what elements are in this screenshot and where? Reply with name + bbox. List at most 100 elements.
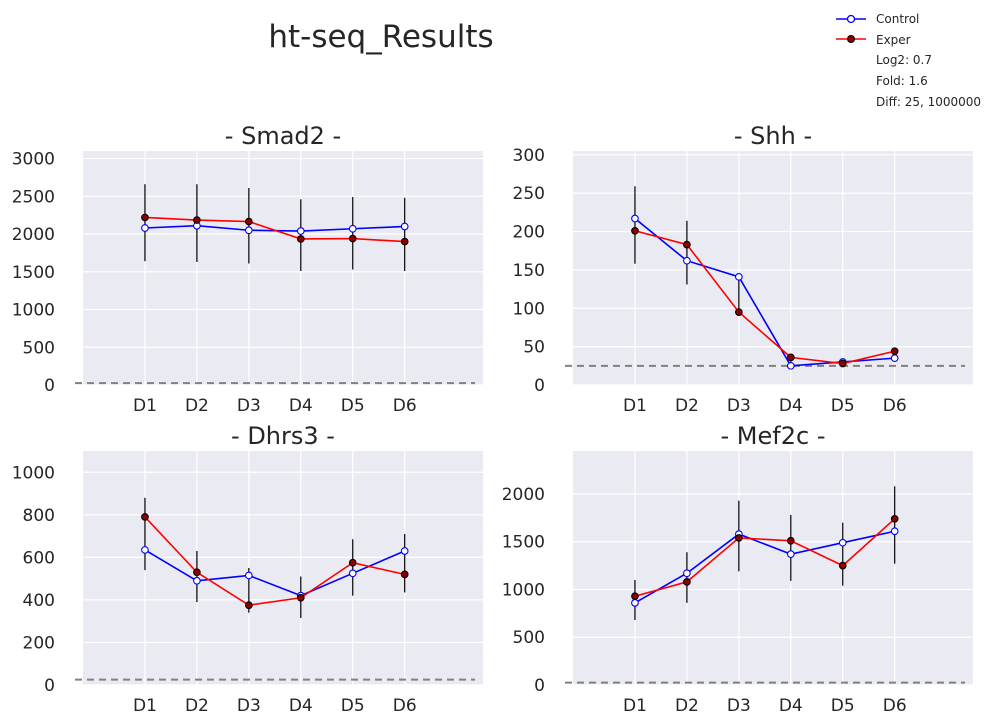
data-point-exper: [193, 216, 201, 224]
data-point-control: [141, 546, 149, 554]
x-tick-label: D4: [779, 396, 803, 416]
data-point-control: [244, 226, 253, 235]
data-point-control: [786, 550, 795, 559]
y-tick-label: 1500: [12, 263, 55, 283]
y-tick-label: 0: [44, 376, 55, 396]
data-point-exper: [193, 568, 201, 577]
data-point-exper: [683, 577, 691, 586]
y-tick-label: 50: [523, 338, 545, 358]
x-tick-label: D3: [727, 396, 751, 416]
data-point-control: [400, 547, 409, 555]
data-point-control: [734, 272, 743, 281]
x-tick-label: D1: [623, 696, 647, 716]
x-tick-label: D5: [831, 396, 855, 416]
data-point-exper: [734, 534, 743, 542]
x-tick-label: D4: [289, 696, 313, 716]
panel-mef2c: - Mef2c - 0 500 1000 1500 2000 D1 D2 D3 D4 D5 D6: [502, 422, 973, 716]
series-line-exper: [634, 230, 895, 365]
plot-area: [573, 451, 973, 685]
x-tick-label: D2: [675, 396, 699, 416]
data-point-exper: [734, 308, 743, 316]
legend-marker-control: [846, 14, 856, 24]
y-tick-label: 2000: [12, 225, 55, 245]
legend-marker-exper: [847, 35, 855, 43]
data-point-control: [631, 214, 639, 223]
panel-title: - Mef2c -: [721, 422, 826, 450]
data-point-exper: [683, 240, 691, 249]
y-tick-label: 3000: [12, 150, 55, 170]
data-point-exper: [631, 226, 639, 235]
data-point-exper: [141, 513, 149, 521]
data-point-control: [348, 224, 357, 233]
x-tick-label: D5: [341, 696, 365, 716]
data-point-exper: [838, 561, 847, 570]
y-tick-label: 2000: [502, 485, 545, 505]
y-tick-label: 300: [513, 146, 545, 166]
x-tick-label: D1: [623, 396, 647, 416]
legend-note-fold: Fold: 1.6: [876, 74, 928, 88]
x-tick-label: D6: [883, 696, 907, 716]
data-point-exper: [890, 347, 899, 356]
x-tick-label: D1: [133, 696, 157, 716]
data-point-exper: [296, 593, 305, 602]
x-tick-label: D2: [185, 396, 209, 416]
x-tick-label: D6: [883, 396, 907, 416]
data-point-control: [890, 527, 899, 536]
data-point-control: [838, 538, 847, 547]
x-tick-label: D4: [779, 696, 803, 716]
data-point-control: [683, 256, 691, 265]
y-tick-label: 500: [513, 628, 545, 648]
panel-title: - Dhrs3 -: [231, 422, 335, 450]
series-line-control: [634, 530, 895, 604]
series-line-exper: [634, 518, 896, 597]
data-point-control: [683, 569, 691, 578]
y-tick-label: 1000: [12, 463, 55, 483]
y-tick-label: 400: [23, 591, 55, 611]
y-tick-label: 800: [23, 506, 55, 526]
data-point-control: [141, 224, 149, 232]
data-point-control: [631, 599, 639, 607]
plot-area: [83, 451, 483, 685]
y-tick-label: 250: [513, 184, 545, 204]
series-line-control: [144, 549, 406, 597]
legend-note-diff: Diff: 25, 1000000: [876, 95, 981, 109]
legend-entry-exper: Exper: [836, 33, 911, 47]
data-point-exper: [244, 217, 253, 226]
data-point-exper: [400, 570, 409, 579]
x-tick-label: D4: [289, 396, 313, 416]
legend-entry-control: Control: [836, 12, 919, 26]
y-tick-label: 0: [534, 376, 545, 396]
x-tick-label: D5: [341, 396, 365, 416]
data-point-exper: [838, 359, 847, 368]
plot-area: [573, 151, 973, 385]
data-point-control: [296, 227, 305, 235]
panel-title: - Shh -: [734, 122, 812, 150]
data-point-exper: [631, 592, 639, 601]
data-point-exper: [786, 536, 795, 545]
x-tick-label: D3: [237, 696, 261, 716]
data-point-exper: [141, 213, 149, 222]
y-tick-label: 0: [534, 676, 545, 696]
legend-label-exper: Exper: [876, 33, 911, 47]
panel-title: - Smad2 -: [225, 122, 341, 150]
data-point-exper: [786, 353, 795, 362]
data-point-control: [348, 569, 357, 578]
series-line-exper: [144, 516, 405, 607]
series-line-exper: [144, 216, 405, 243]
y-tick-label: 2500: [12, 187, 55, 207]
panel-dhrs3: - Dhrs3 - 0 200 400 600 800 1000 D1 D2 D3 D4 D5 D6: [12, 422, 483, 716]
y-tick-label: 150: [513, 261, 545, 281]
plot-area: [83, 151, 483, 385]
x-tick-label: D3: [237, 396, 261, 416]
data-point-control: [400, 222, 409, 231]
figure-title: ht-seq_Results: [268, 19, 493, 55]
data-point-exper: [244, 601, 253, 610]
legend-label-control: Control: [876, 12, 919, 26]
y-tick-label: 200: [513, 223, 545, 243]
data-point-exper: [890, 514, 899, 523]
y-tick-label: 600: [23, 548, 55, 568]
y-tick-label: 1000: [502, 580, 545, 600]
legend: Control Exper Log2: 0.7 Fold: 1.6 Diff: …: [836, 12, 981, 109]
